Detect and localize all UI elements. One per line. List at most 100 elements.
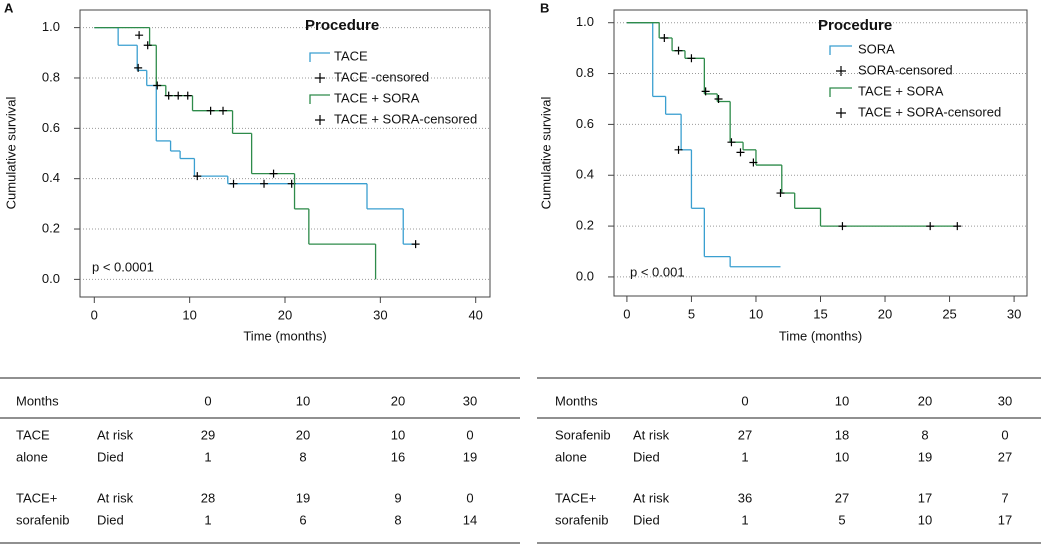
legend-swatch bbox=[836, 108, 846, 118]
table-cell: 14 bbox=[463, 512, 477, 527]
table-cell: 36 bbox=[738, 490, 752, 505]
censor-mark bbox=[153, 81, 162, 90]
censor-mark bbox=[701, 87, 710, 96]
table-header: 30 bbox=[463, 393, 477, 408]
y-tick-label: 0.4 bbox=[576, 167, 594, 182]
legend-title: Procedure bbox=[305, 17, 379, 34]
censor-mark bbox=[269, 169, 278, 178]
censor-mark bbox=[411, 240, 420, 249]
censor-mark bbox=[776, 189, 785, 198]
plot-frame bbox=[79, 9, 491, 298]
legend-label: TACE + SORA bbox=[334, 90, 420, 105]
group-name: alone bbox=[555, 449, 587, 464]
table-cell: 27 bbox=[835, 490, 849, 505]
table-cell: 0 bbox=[466, 427, 473, 442]
row-label: Died bbox=[97, 449, 124, 464]
x-axis-label: Time (months) bbox=[243, 328, 326, 343]
censor-mark bbox=[736, 148, 745, 157]
x-tick-label: 0 bbox=[91, 307, 98, 322]
y-tick-label: 0.0 bbox=[576, 268, 594, 283]
row-label: At risk bbox=[97, 490, 134, 505]
censor-mark bbox=[164, 91, 173, 100]
table-header: 0 bbox=[204, 393, 211, 408]
censor-mark bbox=[174, 91, 183, 100]
table-cell: 5 bbox=[838, 512, 845, 527]
table-cell: 20 bbox=[296, 427, 310, 442]
y-tick-label: 0.2 bbox=[42, 220, 60, 235]
y-axis-label: Cumulative survival bbox=[538, 97, 553, 210]
row-label: At risk bbox=[633, 427, 670, 442]
x-tick-label: 20 bbox=[278, 307, 292, 322]
table-cell: 10 bbox=[835, 449, 849, 464]
y-axis-label: Cumulative survival bbox=[3, 97, 18, 210]
censor-mark bbox=[229, 179, 238, 188]
group-name: sorafenib bbox=[555, 512, 608, 527]
table-header: 30 bbox=[998, 393, 1012, 408]
row-label: Died bbox=[97, 512, 124, 527]
legend-swatch bbox=[309, 94, 330, 104]
table-cell: 17 bbox=[918, 490, 932, 505]
table-cell: 8 bbox=[394, 512, 401, 527]
legend-label: TACE + SORA-censored bbox=[858, 104, 1001, 119]
table-header: 20 bbox=[391, 393, 405, 408]
annotation: p < 0.0001 bbox=[92, 259, 154, 274]
table-header: 0 bbox=[741, 393, 748, 408]
table-cell: 27 bbox=[738, 427, 752, 442]
table-header: Months bbox=[16, 393, 59, 408]
y-tick-label: 0.4 bbox=[42, 170, 60, 185]
legend-label: TACE + SORA bbox=[858, 83, 944, 98]
legend-swatch bbox=[309, 52, 330, 62]
censor-mark bbox=[674, 46, 683, 55]
censor-mark bbox=[193, 172, 202, 181]
row-label: At risk bbox=[633, 490, 670, 505]
table-cell: 1 bbox=[741, 512, 748, 527]
group-name: TACE bbox=[16, 427, 50, 442]
table-cell: 18 bbox=[835, 427, 849, 442]
plot-frame bbox=[613, 9, 1028, 297]
table-cell: 6 bbox=[299, 512, 306, 527]
table-cell: 29 bbox=[201, 427, 215, 442]
censor-mark bbox=[183, 91, 192, 100]
table-cell: 0 bbox=[1001, 427, 1008, 442]
table-header: 10 bbox=[296, 393, 310, 408]
table-header: Months bbox=[555, 393, 598, 408]
table-cell: 8 bbox=[299, 449, 306, 464]
legend-label: SORA bbox=[858, 41, 895, 56]
legend-label: TACE -censored bbox=[334, 69, 429, 84]
panel-label: A bbox=[4, 0, 14, 15]
x-tick-label: 0 bbox=[623, 306, 630, 321]
table-cell: 19 bbox=[463, 449, 477, 464]
y-tick-label: 0.2 bbox=[576, 218, 594, 233]
table-cell: 1 bbox=[204, 449, 211, 464]
y-tick-label: 0.0 bbox=[42, 271, 60, 286]
legend-swatch bbox=[829, 87, 852, 97]
x-tick-label: 25 bbox=[942, 306, 956, 321]
table-header: 20 bbox=[918, 393, 932, 408]
legend-label: SORA-censored bbox=[858, 62, 953, 77]
table-cell: 27 bbox=[998, 449, 1012, 464]
table-cell: 8 bbox=[921, 427, 928, 442]
censor-mark bbox=[143, 41, 152, 50]
censor-mark bbox=[838, 222, 847, 231]
legend-title: Procedure bbox=[818, 17, 892, 34]
legend-swatch bbox=[315, 73, 325, 83]
group-name: sorafenib bbox=[16, 512, 69, 527]
x-tick-label: 15 bbox=[813, 306, 827, 321]
x-tick-label: 10 bbox=[749, 306, 763, 321]
y-tick-label: 0.8 bbox=[42, 69, 60, 84]
x-tick-label: 30 bbox=[373, 307, 387, 322]
table-cell: 7 bbox=[1001, 490, 1008, 505]
x-tick-label: 10 bbox=[182, 307, 196, 322]
censor-mark bbox=[953, 222, 962, 231]
annotation: p < 0.001 bbox=[630, 264, 685, 279]
y-tick-label: 1.0 bbox=[576, 14, 594, 29]
y-tick-label: 1.0 bbox=[42, 19, 60, 34]
censor-mark bbox=[926, 222, 935, 231]
x-tick-label: 20 bbox=[878, 306, 892, 321]
row-label: Died bbox=[633, 449, 660, 464]
x-tick-label: 5 bbox=[688, 306, 695, 321]
censor-mark bbox=[687, 54, 696, 63]
legend-label: TACE bbox=[334, 48, 368, 63]
y-tick-label: 0.8 bbox=[576, 65, 594, 80]
